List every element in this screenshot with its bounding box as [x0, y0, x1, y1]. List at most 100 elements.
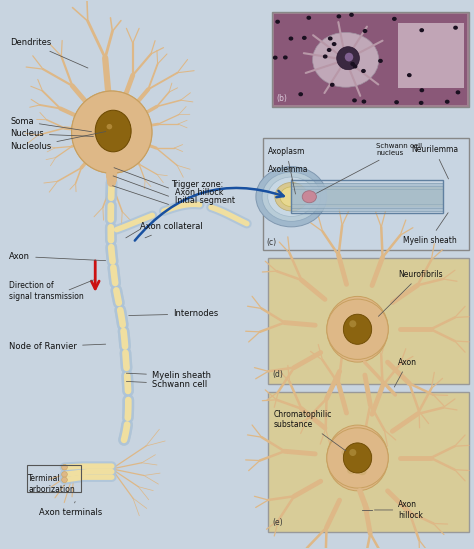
Ellipse shape: [256, 166, 327, 227]
Text: Node of Ranvier: Node of Ranvier: [9, 342, 106, 351]
Ellipse shape: [352, 449, 361, 456]
Ellipse shape: [364, 30, 367, 32]
Ellipse shape: [327, 299, 388, 360]
Text: Schwann cell: Schwann cell: [127, 379, 207, 389]
FancyBboxPatch shape: [292, 187, 443, 206]
Ellipse shape: [395, 101, 398, 104]
Text: Neurilemma: Neurilemma: [411, 145, 458, 179]
FancyBboxPatch shape: [292, 186, 443, 208]
Text: (b): (b): [276, 94, 287, 103]
Ellipse shape: [408, 74, 411, 76]
Ellipse shape: [419, 102, 423, 104]
Text: Soma: Soma: [10, 117, 91, 132]
Ellipse shape: [280, 187, 303, 206]
Ellipse shape: [349, 320, 356, 327]
Ellipse shape: [273, 57, 277, 59]
Ellipse shape: [275, 182, 308, 211]
Text: Axon: Axon: [394, 357, 417, 387]
Ellipse shape: [337, 15, 340, 18]
Ellipse shape: [343, 443, 372, 473]
Ellipse shape: [354, 65, 357, 68]
Ellipse shape: [362, 70, 365, 72]
Text: (c): (c): [267, 238, 277, 248]
Ellipse shape: [347, 467, 356, 474]
Ellipse shape: [364, 452, 373, 459]
Text: Myelin sheath: Myelin sheath: [127, 371, 211, 380]
Text: (d): (d): [273, 371, 283, 379]
Ellipse shape: [62, 477, 67, 483]
Text: Terminal
arborization: Terminal arborization: [28, 474, 75, 494]
Text: Myelin sheath: Myelin sheath: [403, 212, 456, 244]
Ellipse shape: [346, 458, 355, 466]
Text: Initial segment: Initial segment: [174, 197, 235, 205]
Ellipse shape: [95, 110, 131, 152]
FancyBboxPatch shape: [292, 189, 443, 204]
Ellipse shape: [324, 55, 327, 58]
Text: Axon terminals: Axon terminals: [38, 502, 102, 517]
Text: Schwann cell
nucleus: Schwann cell nucleus: [317, 143, 422, 193]
Text: Axolemma: Axolemma: [268, 165, 308, 180]
Ellipse shape: [420, 89, 423, 92]
Bar: [268, 392, 469, 532]
Text: Axoplasm: Axoplasm: [268, 147, 305, 194]
Ellipse shape: [330, 83, 334, 86]
Ellipse shape: [327, 425, 388, 491]
Ellipse shape: [302, 191, 317, 203]
Text: Direction of
signal transmission: Direction of signal transmission: [9, 281, 84, 301]
Text: Nucleus: Nucleus: [10, 129, 93, 138]
Ellipse shape: [268, 177, 315, 216]
Ellipse shape: [289, 37, 292, 40]
Ellipse shape: [307, 16, 310, 19]
Bar: [398, 23, 464, 88]
Ellipse shape: [327, 428, 388, 488]
Ellipse shape: [313, 32, 379, 87]
Text: Dendrites: Dendrites: [10, 38, 88, 68]
Ellipse shape: [343, 314, 372, 344]
Ellipse shape: [359, 461, 368, 468]
Bar: [268, 258, 469, 384]
Ellipse shape: [62, 472, 67, 477]
Ellipse shape: [362, 100, 365, 103]
Text: Neurofibrils: Neurofibrils: [378, 270, 443, 316]
Ellipse shape: [353, 99, 356, 102]
Ellipse shape: [107, 124, 112, 130]
Ellipse shape: [345, 53, 353, 61]
Ellipse shape: [72, 91, 152, 173]
Ellipse shape: [454, 26, 457, 29]
Ellipse shape: [62, 464, 67, 470]
Text: Chromatophilic
substance: Chromatophilic substance: [273, 410, 346, 451]
Ellipse shape: [276, 20, 279, 23]
Ellipse shape: [328, 49, 331, 52]
Text: Axon hillock: Axon hillock: [174, 188, 223, 197]
Ellipse shape: [72, 91, 152, 173]
Ellipse shape: [328, 37, 332, 40]
Ellipse shape: [327, 296, 388, 362]
Ellipse shape: [350, 14, 353, 16]
Bar: [274, 14, 467, 105]
Ellipse shape: [420, 29, 423, 31]
Ellipse shape: [262, 172, 320, 221]
Bar: [273, 12, 469, 108]
Ellipse shape: [349, 449, 356, 456]
Ellipse shape: [379, 59, 382, 62]
Ellipse shape: [283, 56, 287, 59]
Ellipse shape: [392, 18, 396, 20]
FancyBboxPatch shape: [292, 182, 443, 211]
Ellipse shape: [456, 91, 460, 94]
Text: Nucleolus: Nucleolus: [10, 132, 106, 152]
Text: Trigger zone:: Trigger zone:: [171, 180, 223, 189]
Text: Axon collateral: Axon collateral: [140, 222, 203, 238]
Ellipse shape: [358, 468, 366, 475]
Ellipse shape: [332, 43, 336, 46]
Ellipse shape: [341, 449, 350, 456]
Text: (e): (e): [273, 518, 283, 527]
Ellipse shape: [303, 36, 306, 39]
Text: Internodes: Internodes: [129, 310, 219, 318]
Ellipse shape: [446, 100, 449, 103]
Ellipse shape: [351, 63, 354, 65]
Text: Axon
hillock: Axon hillock: [374, 500, 423, 520]
Bar: [27, 465, 81, 492]
Text: Axon: Axon: [9, 252, 106, 261]
Ellipse shape: [299, 93, 302, 96]
Ellipse shape: [337, 47, 359, 70]
